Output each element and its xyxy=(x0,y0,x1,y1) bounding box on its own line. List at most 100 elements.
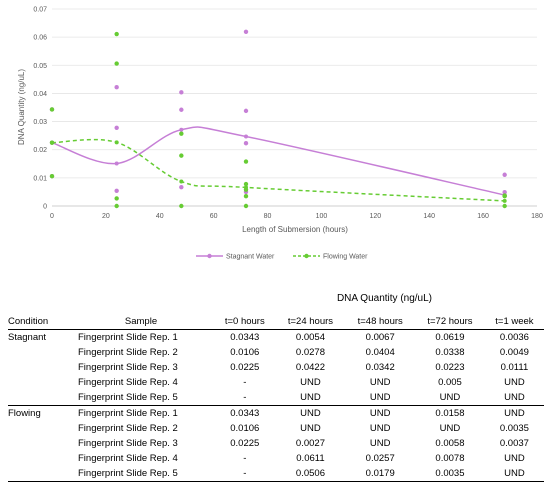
flowing-water-data-point xyxy=(114,196,119,201)
stagnant-water-data-point xyxy=(114,125,119,130)
cell-t1w: UND xyxy=(504,377,525,388)
cell-condition xyxy=(8,466,68,482)
cell-sample: Fingerprint Slide Rep. 3 xyxy=(78,362,178,373)
y-tick-label: 0.04 xyxy=(33,91,47,98)
legend-flowing-label: Flowing Water xyxy=(323,254,368,261)
cell-t24: 0.0422 xyxy=(295,362,325,373)
column-header-t72: t=72 hours xyxy=(415,314,485,330)
table-row: Flowing Fingerprint Slide Rep. 1 0.0343 UND… xyxy=(8,406,544,422)
cell-condition xyxy=(8,451,68,466)
cell-t48: 0.0342 xyxy=(365,362,395,373)
x-tick-label: 60 xyxy=(210,213,218,220)
dna-quantity-chart: 0 0.01 0.02 0.03 0.04 0.05 0.06 0.07 0 20 40 60 80 10… xyxy=(17,7,543,261)
cell-t72: 0.0619 xyxy=(435,332,465,343)
x-tick-label: 100 xyxy=(316,213,328,220)
table-row: Fingerprint Slide Rep. 3 0.0225 0.0027 UND 0… xyxy=(8,436,544,451)
data-table: Condition Sample t=0 hours t=24 hours t=… xyxy=(8,314,544,482)
cell-t24: UND xyxy=(300,408,321,419)
stagnant-water-trend-marker xyxy=(114,161,119,166)
cell-t72: 0.0158 xyxy=(435,408,465,419)
cell-sample: Fingerprint Slide Rep. 4 xyxy=(78,453,178,464)
cell-t72: 0.0078 xyxy=(435,453,465,464)
trend-lines xyxy=(51,126,505,202)
data-points xyxy=(49,29,507,209)
cell-t0: - xyxy=(243,377,247,388)
x-tick-label: 180 xyxy=(531,213,543,220)
flowing-water-data-point xyxy=(502,193,507,198)
y-tick-label: 0.05 xyxy=(33,63,47,70)
stagnant-water-data-point xyxy=(179,184,184,190)
table-row: Fingerprint Slide Rep. 4 - 0.0611 0.0257 0.0… xyxy=(8,451,544,466)
y-tick-label: 0 xyxy=(43,204,47,211)
column-header-sample: Sample xyxy=(68,314,214,330)
y-axis-title: DNA Quantity (ng/uL) xyxy=(17,69,26,145)
flowing-water-data-point xyxy=(49,107,55,112)
cell-t72: 0.0035 xyxy=(415,466,485,482)
flowing-water-data-point xyxy=(243,193,249,199)
stagnant-water-data-point xyxy=(502,190,507,195)
cell-t0: 0.0106 xyxy=(230,347,260,358)
cell-t24: 0.0611 xyxy=(296,453,325,464)
stagnant-water-trend-line xyxy=(51,126,505,196)
cell-t0: - xyxy=(243,453,247,464)
stagnant-water-data-point xyxy=(243,29,249,34)
cell-sample: Fingerprint Slide Rep. 3 xyxy=(78,438,178,449)
table-row: Fingerprint Slide Rep. 5-0.0506 0.0179 0.0… xyxy=(8,466,544,482)
y-tick-label: 0.06 xyxy=(33,35,47,42)
stagnant-water-trend-marker xyxy=(179,127,184,132)
table-row: Fingerprint Slide Rep. 2 0.0106 UND UND UND 0… xyxy=(8,421,544,436)
flowing-water-trend-marker xyxy=(502,198,507,203)
x-tick-label: 120 xyxy=(369,213,381,220)
table-row: Fingerprint Slide Rep. 5- UND UND UND UND xyxy=(8,390,544,406)
stagnant-water-data-point xyxy=(243,141,249,146)
cell-t72: UND xyxy=(415,390,485,406)
cell-sample: Fingerprint Slide Rep. 5 xyxy=(68,466,214,482)
cell-sample: Fingerprint Slide Rep. 2 xyxy=(78,423,178,434)
cell-t48: 0.0404 xyxy=(365,347,395,358)
flowing-water-data-point xyxy=(114,203,119,209)
flowing-water-data-point xyxy=(243,181,249,187)
flowing-water-data-point xyxy=(243,187,249,192)
cell-t0: - xyxy=(214,390,276,406)
cell-sample: Fingerprint Slide Rep. 1 xyxy=(78,408,178,419)
flowing-water-data-point xyxy=(49,140,55,145)
flowing-water-data-point xyxy=(243,159,249,164)
cell-t24: UND xyxy=(275,390,346,406)
y-tick-label: 0.02 xyxy=(33,147,47,154)
table-row: Fingerprint Slide Rep. 3 0.0225 0.0422 0.03… xyxy=(8,360,544,375)
cell-t1w: 0.0037 xyxy=(499,438,529,449)
cell-t1w: UND xyxy=(484,390,544,406)
cell-t24: UND xyxy=(300,423,321,434)
flowing-water-data-point xyxy=(243,203,249,209)
cell-sample: Fingerprint Slide Rep. 5 xyxy=(68,390,214,406)
cell-t48: 0.0179 xyxy=(345,466,416,482)
cell-t0: 0.0343 xyxy=(230,332,260,343)
stagnant-water-data-point xyxy=(114,85,119,90)
cell-t72: 0.0338 xyxy=(435,347,465,358)
cell-t1w: 0.0035 xyxy=(499,423,529,434)
legend-stagnant-marker xyxy=(207,253,212,259)
gridlines xyxy=(52,8,537,207)
flowing-water-data-point xyxy=(49,173,55,179)
cell-t0: - xyxy=(214,466,276,482)
cell-t24: 0.0027 xyxy=(295,438,325,449)
x-tick-label: 80 xyxy=(264,213,272,220)
column-header-t1w: t=1 week xyxy=(484,314,544,330)
table-row: Fingerprint Slide Rep. 2 0.0106 0.0278 0.04… xyxy=(8,345,544,360)
cell-t48: UND xyxy=(369,408,391,419)
y-tick-label: 0.03 xyxy=(33,119,47,126)
cell-t0: 0.0106 xyxy=(230,423,260,434)
cell-t1w: 0.0049 xyxy=(499,347,529,358)
flowing-water-data-point xyxy=(179,131,184,136)
stagnant-water-data-point xyxy=(243,108,249,114)
cell-t1w: UND xyxy=(484,466,544,482)
axis-ticks: 0 0.01 0.02 0.03 0.04 0.05 0.06 0.07 0 20 40 60 80 10… xyxy=(33,7,543,221)
cell-t24: 0.0506 xyxy=(275,466,346,482)
flowing-water-trend-line xyxy=(51,138,505,202)
cell-t1w: UND xyxy=(504,453,525,464)
cell-t72: 0.0058 xyxy=(435,438,465,449)
y-tick-label: 0.07 xyxy=(33,7,47,14)
column-header-t48: t=48 hours xyxy=(345,314,416,330)
stagnant-water-data-point xyxy=(179,90,184,95)
cell-t1w: 0.0036 xyxy=(499,332,529,343)
